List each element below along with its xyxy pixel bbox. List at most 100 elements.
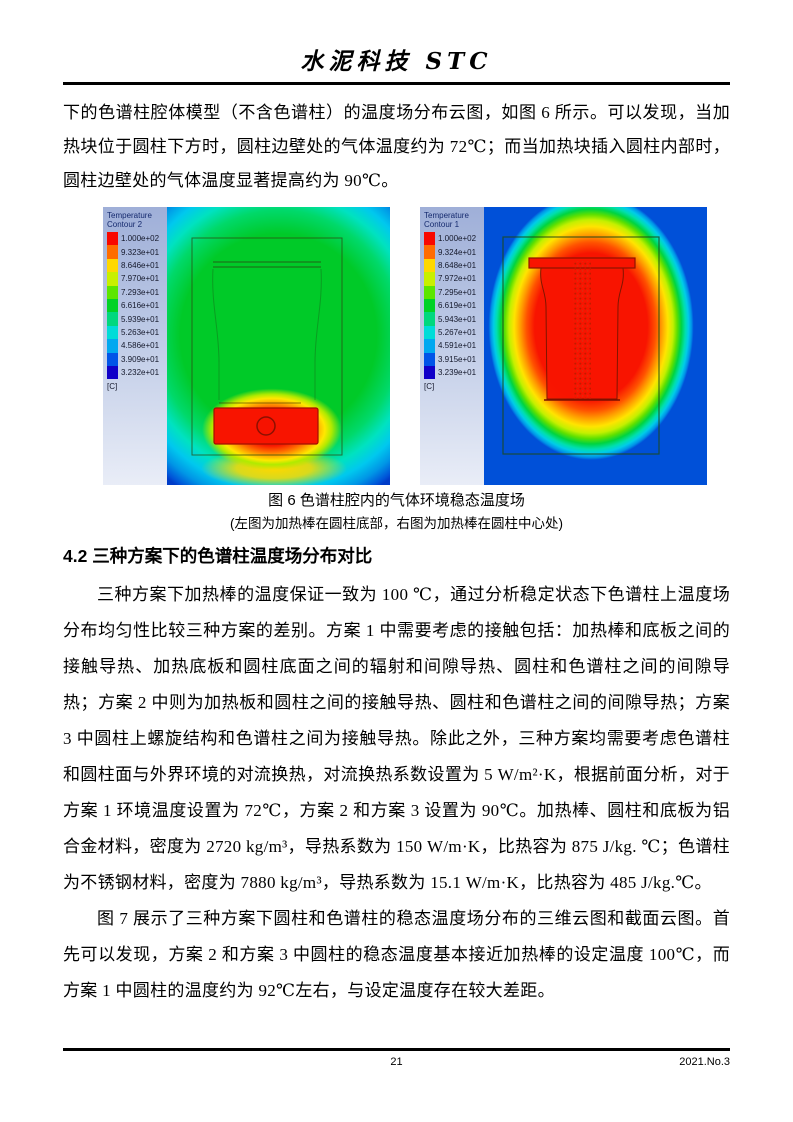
legend-level-value: 3.239e+01: [438, 368, 477, 378]
legend-color-chip: [424, 339, 435, 353]
legend-row: 7.970e+01: [107, 272, 167, 286]
contour-plot-left: [167, 207, 390, 485]
heater-rod-circle: [256, 416, 276, 436]
legend-row: 9.323e+01: [107, 245, 167, 259]
journal-header-title: 水泥科技 STC: [300, 48, 493, 75]
legend-color-chip: [424, 272, 435, 286]
legend-title-right: Temperature Contour 1: [424, 211, 484, 229]
legend-row: 5.939e+01: [107, 312, 167, 326]
heater-rod-speckle: [573, 261, 591, 399]
contour-legend-right: Temperature Contour 1 1.000e+02 9.324e+01…: [420, 207, 484, 485]
legend-row: 3.915e+01: [424, 352, 484, 366]
legend-title-line2: Contour 1: [424, 220, 460, 229]
legend-color-chip: [107, 272, 118, 286]
legend-color-chip: [424, 285, 435, 299]
legend-level-value: 3.909e+01: [121, 354, 160, 364]
legend-level-value: 5.267e+01: [438, 327, 477, 337]
legend-level-value: 9.324e+01: [438, 247, 477, 257]
legend-row: 3.909e+01: [107, 352, 167, 366]
legend-color-chip: [424, 232, 435, 246]
legend-row: 8.646e+01: [107, 258, 167, 273]
legend-row: 5.943e+01: [424, 312, 484, 326]
contour-right-overlay: [502, 236, 660, 455]
legend-color-chip: [107, 312, 118, 326]
legend-color-chip: [107, 258, 118, 273]
legend-color-chip: [424, 365, 435, 380]
legend-level-value: 4.591e+01: [438, 341, 477, 351]
legend-title-left: Temperature Contour 2: [107, 211, 167, 229]
legend-level-value: 6.619e+01: [438, 301, 477, 311]
legend-scale-left: 1.000e+02 9.323e+01 8.646e+01 7.970e+01 7.29…: [107, 232, 167, 380]
column-side-right: [314, 268, 322, 400]
legend-row: 7.295e+01: [424, 285, 484, 299]
legend-row: 8.648e+01: [424, 258, 484, 273]
legend-level-value: 5.943e+01: [438, 314, 477, 324]
section-heading: 4.2 三种方案下的色谱柱温度场分布对比: [63, 546, 373, 566]
legend-title-line1: Temperature: [424, 211, 469, 220]
legend-level-value: 3.232e+01: [121, 368, 160, 378]
legend-row: 3.239e+01: [424, 365, 484, 380]
column-side-left: [212, 268, 220, 400]
legend-color-chip: [107, 245, 118, 259]
legend-color-chip: [107, 298, 118, 313]
legend-color-chip: [424, 298, 435, 313]
legend-row: 6.616e+01: [107, 298, 167, 313]
legend-unit-left: [C]: [107, 382, 118, 392]
cavity-outline: [191, 237, 343, 456]
contour-left-overlay: [191, 237, 343, 456]
legend-color-chip: [107, 339, 118, 353]
legend-color-chip: [424, 352, 435, 366]
legend-color-chip: [107, 325, 118, 340]
contour-figure-left: Temperature Contour 2 1.000e+02 9.323e+01…: [103, 207, 390, 485]
legend-level-value: 9.323e+01: [121, 247, 160, 257]
legend-level-value: 5.939e+01: [121, 314, 160, 324]
legend-color-chip: [107, 365, 118, 380]
legend-level-value: 5.263e+01: [121, 327, 160, 337]
legend-row: 4.591e+01: [424, 339, 484, 353]
legend-row: 1.000e+02: [107, 232, 167, 246]
paragraph-figure7: 图 7 展示了三种方案下圆柱和色谱柱的稳态温度场分布的三维云图和截面云图。首先可…: [63, 909, 730, 1000]
legend-unit-right: [C]: [424, 382, 435, 392]
legend-level-value: 6.616e+01: [121, 301, 160, 311]
legend-row: 5.263e+01: [107, 325, 167, 340]
legend-color-chip: [424, 325, 435, 340]
legend-level-value: 1.000e+02: [121, 234, 160, 244]
legend-row: 7.972e+01: [424, 272, 484, 286]
legend-level-value: 4.586e+01: [121, 341, 160, 351]
legend-scale-right: 1.000e+02 9.324e+01 8.648e+01 7.972e+01 7.29…: [424, 232, 484, 380]
legend-color-chip: [107, 285, 118, 299]
legend-title-line1: Temperature: [107, 211, 152, 220]
paragraph-schemes: 三种方案下加热棒的温度保证一致为 100 ℃，通过分析稳定状态下色谱柱上温度场分…: [63, 585, 730, 892]
figure-caption: 图 6 色谱柱腔内的气体环境稳态温度场: [268, 492, 525, 509]
legend-level-value: 7.972e+01: [438, 274, 477, 284]
legend-row: 3.232e+01: [107, 365, 167, 380]
contour-legend-left: Temperature Contour 2 1.000e+02 9.323e+01…: [103, 207, 167, 485]
legend-color-chip: [424, 312, 435, 326]
legend-row: 1.000e+02: [424, 232, 484, 246]
legend-title-line2: Contour 2: [107, 220, 143, 229]
issue-number: 2021.No.3: [679, 1056, 730, 1068]
legend-level-value: 7.970e+01: [121, 274, 160, 284]
legend-row: 7.293e+01: [107, 285, 167, 299]
legend-level-value: 1.000e+02: [438, 234, 477, 244]
legend-row: 4.586e+01: [107, 339, 167, 353]
legend-level-value: 3.915e+01: [438, 354, 477, 364]
legend-level-value: 7.293e+01: [121, 287, 160, 297]
paragraph-intro: 下的色谱柱腔体模型（不含色谱柱）的温度场分布云图，如图 6 所示。可以发现，当加…: [63, 103, 730, 190]
contour-figure-right: Temperature Contour 1 1.000e+02 9.324e+01…: [420, 207, 707, 485]
legend-color-chip: [424, 245, 435, 259]
legend-level-value: 8.648e+01: [438, 260, 477, 270]
legend-color-chip: [107, 352, 118, 366]
legend-level-value: 8.646e+01: [121, 260, 160, 270]
legend-row: 6.619e+01: [424, 298, 484, 313]
contour-plot-right: [484, 207, 707, 485]
cavity-outline: [502, 236, 660, 455]
legend-level-value: 7.295e+01: [438, 287, 477, 297]
figure-6: Temperature Contour 2 1.000e+02 9.323e+01…: [103, 207, 730, 485]
legend-color-chip: [424, 258, 435, 273]
page-number: 21: [390, 1056, 403, 1068]
header-rule: [63, 82, 730, 85]
footer-rule: [63, 1048, 730, 1051]
legend-row: 5.267e+01: [424, 325, 484, 340]
